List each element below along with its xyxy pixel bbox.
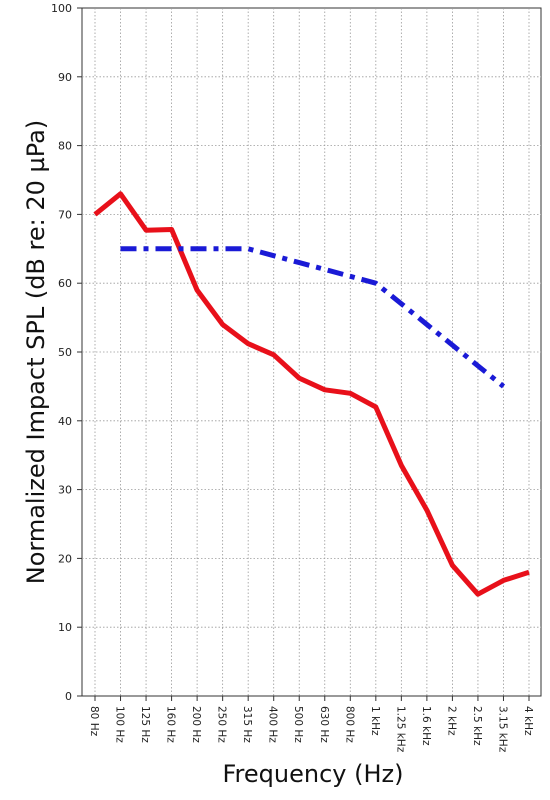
x-tick-label: 80 Hz	[88, 706, 100, 737]
x-tick-label: 100 Hz	[114, 706, 126, 743]
x-tick-label: 125 Hz	[139, 706, 151, 743]
y-tick-label: 60	[58, 277, 72, 290]
y-axis-title: Normalized Impact SPL (dB re: 20 µPa)	[22, 120, 50, 584]
y-tick-label: 70	[58, 208, 72, 221]
x-tick-label: 200 Hz	[190, 706, 202, 743]
y-tick-label: 40	[58, 415, 72, 428]
x-tick-label: 2.5 kHz	[471, 706, 483, 746]
x-tick-label: 250 Hz	[216, 706, 228, 743]
y-tick-label: 50	[58, 346, 72, 359]
x-tick-label: 2 kHz	[445, 706, 457, 736]
plot-area	[81, 7, 542, 697]
y-tick-label: 100	[51, 2, 72, 15]
x-tick-label: 4 kHz	[522, 706, 534, 736]
x-tick-label: 630 Hz	[318, 706, 330, 743]
x-tick-label: 800 Hz	[343, 706, 355, 743]
x-tick-label: 1.6 kHz	[420, 706, 432, 746]
y-tick-label: 10	[58, 621, 72, 634]
x-tick-label: 1 kHz	[369, 706, 381, 736]
x-axis-title: Frequency (Hz)	[223, 760, 404, 788]
series-lines	[93, 191, 530, 597]
y-axis: 0 10 20 30 40 50 60 70 80 90 100	[51, 2, 82, 703]
y-tick-label: 0	[65, 690, 72, 703]
x-tick-label: 400 Hz	[267, 706, 279, 743]
x-tick-label: 3.15 kHz	[496, 706, 508, 753]
series-line-2	[120, 246, 506, 389]
y-tick-label: 80	[58, 140, 72, 153]
x-tick-label: 500 Hz	[292, 706, 304, 743]
grid	[82, 8, 541, 696]
x-tick-label: 315 Hz	[241, 706, 253, 743]
x-axis: 80 Hz 100 Hz 125 Hz 160 Hz 200 Hz 250 Hz 315 H…	[88, 696, 534, 753]
y-tick-label: 20	[58, 552, 72, 565]
y-tick-label: 90	[58, 71, 72, 84]
series-line-1	[93, 191, 530, 597]
x-tick-label: 160 Hz	[165, 706, 177, 743]
x-tick-label: 1.25 kHz	[394, 706, 406, 753]
y-tick-label: 30	[58, 484, 72, 497]
